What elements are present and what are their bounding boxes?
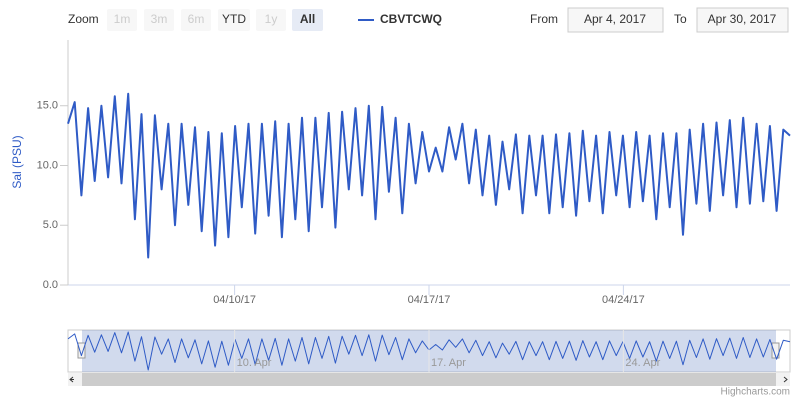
scroll-right[interactable] bbox=[783, 376, 788, 383]
button-box[interactable] bbox=[144, 9, 174, 31]
range-button[interactable]: YTD bbox=[218, 9, 250, 31]
from-label: From bbox=[530, 12, 558, 26]
button-label[interactable]: 1m bbox=[114, 12, 131, 26]
button-label[interactable]: 6m bbox=[188, 12, 205, 26]
scrollbar-thumb[interactable] bbox=[82, 373, 776, 386]
navigator-tick-label: 24. Apr bbox=[625, 357, 660, 369]
navigator-handle[interactable] bbox=[77, 342, 86, 359]
from-input[interactable] bbox=[567, 7, 664, 33]
to-label: To bbox=[674, 12, 687, 26]
series-line bbox=[67, 92, 791, 259]
to-input[interactable] bbox=[696, 7, 789, 33]
button-label[interactable]: All bbox=[300, 12, 315, 26]
x-tick-label: 04/10/17 bbox=[213, 294, 256, 306]
navigator-handle[interactable] bbox=[771, 342, 780, 359]
y-tick-label: 0.0 bbox=[43, 279, 58, 291]
range-button[interactable]: 6m bbox=[181, 9, 211, 31]
button-box[interactable] bbox=[218, 9, 250, 31]
button-label[interactable]: 1y bbox=[265, 12, 278, 26]
credits[interactable]: Highcharts.com bbox=[721, 387, 790, 398]
button-box[interactable] bbox=[256, 9, 286, 31]
x-tick-label: 04/17/17 bbox=[408, 294, 451, 306]
range-button[interactable]: 1m bbox=[107, 9, 137, 31]
from-date[interactable]: Apr 4, 2017 bbox=[584, 12, 646, 26]
button-box[interactable] bbox=[107, 9, 137, 31]
y-tick-label: 5.0 bbox=[43, 219, 58, 231]
x-tick-label: 04/24/17 bbox=[602, 294, 645, 306]
navigator-tick-label: 10. Apr bbox=[237, 357, 272, 369]
legend-item[interactable]: CBVTCWQ bbox=[358, 12, 442, 26]
zoom-label: Zoom bbox=[68, 12, 99, 26]
legend-label[interactable]: CBVTCWQ bbox=[380, 12, 442, 26]
range-button[interactable]: All bbox=[292, 9, 323, 31]
button-label[interactable]: YTD bbox=[222, 12, 246, 26]
button-box[interactable] bbox=[181, 9, 211, 31]
button-label[interactable]: 3m bbox=[151, 12, 168, 26]
range-button[interactable]: 3m bbox=[144, 9, 174, 31]
button-box[interactable] bbox=[292, 9, 323, 31]
navigator-tick-label: 17. Apr bbox=[431, 357, 466, 369]
scroll-left[interactable] bbox=[69, 376, 74, 383]
to-date[interactable]: Apr 30, 2017 bbox=[708, 12, 777, 26]
y-tick-label: 15.0 bbox=[37, 100, 58, 112]
y-axis-title: Sal (PSU) bbox=[10, 135, 24, 188]
range-button[interactable]: 1y bbox=[256, 9, 286, 31]
y-tick-label: 10.0 bbox=[37, 159, 58, 171]
